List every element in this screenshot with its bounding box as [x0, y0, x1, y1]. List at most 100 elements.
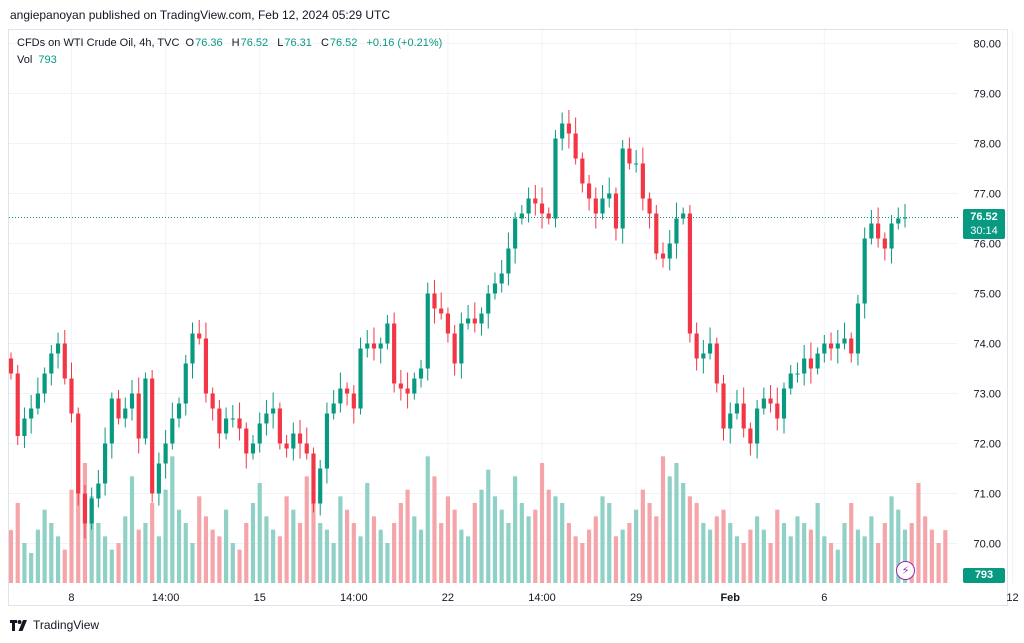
candle-body [889, 223, 894, 249]
volume-bar [828, 543, 834, 583]
volume-bar [203, 516, 209, 583]
candle-body [445, 313, 451, 334]
candle-body [566, 123, 571, 134]
volume-bar [324, 529, 330, 583]
candle-body [728, 413, 733, 429]
candle-body [163, 443, 168, 464]
tradingview-logo-icon[interactable] [10, 619, 28, 631]
candle-body [815, 353, 820, 369]
x-tick-label: 14:00 [340, 592, 368, 604]
volume-bar [318, 523, 323, 583]
candle-body [479, 313, 484, 324]
volume-bar [365, 483, 370, 583]
candle-body [707, 343, 713, 354]
candle-body [647, 198, 652, 214]
volume-bar [855, 529, 861, 583]
volume-bar [297, 523, 303, 583]
candle-body [35, 393, 40, 409]
volume-bar [22, 543, 27, 583]
candle-body [634, 163, 639, 165]
volume-bar [526, 516, 531, 583]
candle-body [855, 303, 861, 354]
volume-bar [136, 529, 141, 583]
volume-bar [822, 536, 827, 583]
candle-body [405, 388, 410, 394]
candle-body [439, 308, 444, 314]
candle-body [96, 483, 101, 499]
candle-body [681, 213, 686, 219]
lightning-icon[interactable]: ⚡ [896, 561, 915, 580]
volume-bar [418, 529, 424, 583]
volume-bar [849, 503, 854, 583]
volume-bar [190, 543, 195, 583]
volume-bar [29, 553, 34, 583]
candle-body [869, 223, 874, 239]
chart-legend: CFDs on WTI Crude Oil, 4h, TVC O76.36 H7… [17, 35, 448, 69]
candle-body [862, 238, 867, 304]
candle-body [82, 493, 88, 524]
x-tick-label: 6 [821, 592, 827, 604]
volume-bar [76, 443, 81, 583]
volume-bar [445, 496, 451, 583]
volume-bar [250, 503, 256, 583]
volume-bar [761, 529, 766, 583]
candle-body [546, 213, 551, 219]
volume-bar [425, 456, 430, 583]
volume-bar [392, 523, 397, 583]
tradingview-brand[interactable]: TradingView [33, 618, 100, 632]
candle-body [324, 413, 330, 469]
y-tick-label: 72.00 [973, 439, 1001, 451]
candle-body [277, 408, 282, 444]
y-tick-label: 71.00 [973, 489, 1001, 501]
candle-body [297, 433, 303, 444]
candle-body [418, 368, 424, 379]
candle-body [465, 318, 471, 324]
volume-bar [627, 523, 632, 583]
volume-bar [385, 543, 390, 583]
volume-bar [62, 549, 67, 583]
volume-bar [748, 529, 753, 583]
candle-body [472, 318, 477, 324]
volume-bar [15, 503, 20, 583]
candle-body [371, 343, 377, 349]
volume-bar [176, 509, 182, 583]
candle-body [902, 217, 908, 219]
candle-body [714, 343, 719, 384]
volume-bar [808, 529, 813, 583]
volume-bar [210, 529, 215, 583]
candle-body [49, 353, 54, 374]
volume-bar [351, 523, 356, 583]
candle-body [331, 403, 336, 414]
candle-body [842, 338, 847, 344]
candle-body [197, 333, 202, 339]
volume-bar [909, 523, 914, 583]
volume-bar [116, 543, 121, 583]
volume-bar [224, 509, 229, 583]
volume-bar [42, 509, 47, 583]
volume-bar [660, 456, 666, 583]
volume-bar [217, 536, 222, 583]
legend-ohlc-row: CFDs on WTI Crude Oil, 4h, TVC O76.36 H7… [17, 35, 448, 52]
x-tick-label: 12 [1006, 592, 1018, 604]
candle-body [876, 223, 881, 239]
candle-body [271, 408, 276, 414]
grid-lines [9, 30, 1014, 583]
candle-body [620, 148, 625, 229]
y-tick-label: 74.00 [973, 339, 1001, 351]
volume-bar [795, 516, 800, 583]
candle-body [170, 418, 175, 444]
volume-bar [237, 549, 242, 583]
y-tick-label: 76.00 [973, 239, 1001, 251]
volume-bar [55, 536, 61, 583]
volume-bar [150, 503, 155, 583]
candle-body [55, 343, 61, 354]
volume-bar [513, 476, 518, 583]
volume-bar [869, 516, 874, 583]
volume-bar [593, 516, 598, 583]
volume-bar [681, 483, 686, 583]
candle-body [486, 293, 491, 314]
candle-body [69, 378, 74, 414]
volume-bar [338, 496, 343, 583]
volume-bar [788, 536, 793, 583]
